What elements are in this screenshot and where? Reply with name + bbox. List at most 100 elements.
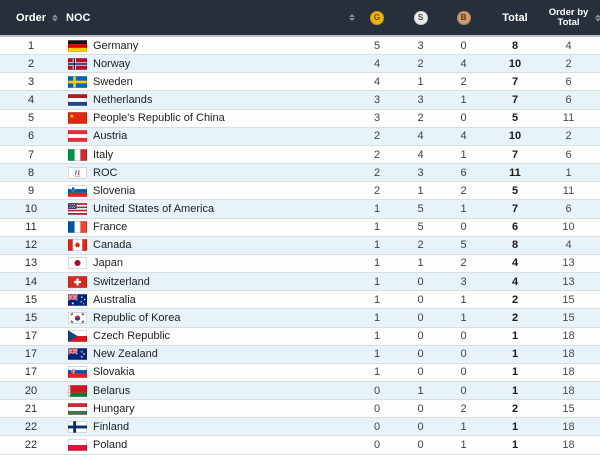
gold-count-cell: 2: [373, 184, 381, 197]
bronze-count-cell: 3: [460, 275, 467, 288]
bronze-count-cell: 1: [460, 420, 467, 433]
silver-count-cell: 1: [417, 75, 424, 88]
order-by-total-cell: 1: [565, 166, 572, 179]
bronze-count-cell: 1: [460, 311, 467, 324]
order-by-total-cell: 18: [562, 348, 575, 361]
table-row[interactable]: 15 Australia 1 0 1 2 15: [0, 291, 600, 310]
table-row[interactable]: 1 Germany 5 3 0 8 4: [0, 37, 600, 56]
rank-cell: 12: [24, 239, 38, 252]
table-row[interactable]: 2 Norway 4 2 4 10 2: [0, 55, 600, 74]
country-flag-icon-cz: [68, 330, 87, 342]
rank-cell: 15: [24, 311, 38, 324]
table-row[interactable]: 7 Italy 2 4 1 7 6: [0, 145, 600, 165]
table-row[interactable]: 17 Czech Republic 1 0 0 1 18: [0, 327, 600, 346]
silver-count-cell: 3: [417, 39, 424, 52]
bronze-count-cell: 2: [460, 257, 467, 270]
gold-count-cell: 3: [373, 94, 381, 107]
rank-cell: 17: [24, 348, 38, 361]
rank-cell: 2: [27, 57, 35, 70]
silver-count-cell: 5: [417, 202, 424, 215]
gold-count-cell: 2: [373, 166, 381, 179]
table-row[interactable]: 22 Finland 0 0 1 1 18: [0, 418, 600, 437]
rank-cell: 22: [24, 439, 38, 452]
order-by-total-cell: 18: [562, 439, 575, 452]
gold-count-cell: 4: [373, 57, 381, 70]
gold-count-cell: 1: [373, 202, 381, 215]
noc-cell: Finland: [62, 418, 355, 435]
bronze-count-cell: 0: [460, 366, 467, 379]
table-row[interactable]: 6 Austria 2 4 4 10 2: [0, 127, 600, 146]
table-row[interactable]: 3 Sweden 4 1 2 7 6: [0, 73, 600, 92]
silver-count-cell: 0: [417, 402, 424, 415]
country-name: United States of America: [93, 202, 215, 215]
country-flag-icon-us: [68, 203, 87, 215]
gold-count-cell: 2: [373, 148, 381, 161]
table-row[interactable]: 22 Poland 0 0 1 1 18: [0, 436, 600, 455]
country-name: Austria: [93, 130, 128, 143]
order-by-total-cell: 18: [562, 384, 575, 397]
col-header-gold[interactable]: G: [355, 0, 399, 35]
gold-count-cell: 1: [373, 348, 381, 361]
col-header-noc[interactable]: NOC: [62, 0, 355, 35]
noc-cell: France: [62, 219, 355, 236]
gold-count-cell: 0: [373, 402, 381, 415]
table-row[interactable]: 17 Slovakia 1 0 0 1 18: [0, 363, 600, 382]
table-row[interactable]: 10 United States of America 1 5 1 7 6: [0, 200, 600, 219]
silver-count-cell: 4: [417, 148, 424, 161]
table-row[interactable]: 8 ROC 2 3 6 11 1: [0, 164, 600, 183]
noc-cell: Slovakia: [62, 364, 355, 381]
table-row[interactable]: 9 Slovenia 2 1 2 5 11: [0, 182, 600, 201]
col-header-order-by-total[interactable]: Order by Total: [545, 0, 600, 35]
gold-count-cell: 1: [373, 257, 381, 270]
total-count-cell: 4: [511, 257, 519, 270]
country-flag-icon-fr: [68, 221, 87, 233]
table-row[interactable]: 13 Japan 1 1 2 4 13: [0, 254, 600, 274]
silver-count-cell: 0: [417, 366, 424, 379]
rank-cell: 4: [27, 94, 35, 107]
bronze-count-cell: 1: [460, 439, 467, 452]
country-flag-icon-no: [68, 58, 87, 70]
country-name: Netherlands: [93, 94, 153, 107]
table-row[interactable]: 11 France 1 5 0 6 10: [0, 218, 600, 237]
noc-cell: Germany: [62, 37, 355, 54]
table-row[interactable]: 4 Netherlands 3 3 1 7 6: [0, 91, 600, 110]
table-row[interactable]: 21 Hungary 0 0 2 2 15: [0, 400, 600, 419]
rank-cell: 21: [24, 402, 38, 415]
total-count-cell: 2: [511, 311, 519, 324]
col-header-total-label: Total: [502, 11, 528, 24]
country-flag-icon-se: [68, 76, 87, 88]
order-by-total-cell: 4: [565, 239, 572, 252]
total-count-cell: 7: [511, 148, 519, 161]
total-count-cell: 1: [511, 348, 519, 361]
total-count-cell: 1: [511, 439, 519, 452]
table-row[interactable]: 14 Switzerland 1 0 3 4 13: [0, 273, 600, 292]
bronze-count-cell: 2: [460, 402, 467, 415]
table-row[interactable]: 15 Republic of Korea 1 0 1 2 15: [0, 309, 600, 328]
col-header-total[interactable]: Total: [485, 0, 545, 35]
gold-count-cell: 1: [373, 239, 381, 252]
col-header-order[interactable]: Order: [0, 0, 62, 35]
col-header-noc-label: NOC: [66, 11, 91, 24]
order-by-total-cell: 6: [565, 202, 572, 215]
country-flag-icon-au: [68, 293, 87, 306]
country-name: Germany: [93, 39, 139, 52]
rank-cell: 17: [24, 330, 38, 343]
rank-cell: 13: [24, 257, 38, 270]
col-header-bronze[interactable]: B: [442, 0, 485, 35]
rank-cell: 17: [24, 366, 38, 379]
country-name: Canada: [93, 239, 132, 252]
gold-count-cell: 1: [373, 275, 381, 288]
table-row[interactable]: 20 Belarus 0 1 0 1 18: [0, 381, 600, 401]
col-header-silver[interactable]: S: [399, 0, 442, 35]
bronze-count-cell: 2: [460, 75, 467, 88]
table-row[interactable]: 12 Canada 1 2 5 8 4: [0, 236, 600, 255]
order-by-total-cell: 15: [562, 311, 575, 324]
total-count-cell: 1: [511, 384, 519, 397]
silver-count-cell: 2: [417, 112, 424, 125]
order-by-total-cell: 13: [562, 257, 575, 270]
table-row[interactable]: 17 New Zealand 1 0 0 1 18: [0, 345, 600, 364]
table-row[interactable]: 5 People's Republic of China 3 2 0 5 11: [0, 109, 600, 128]
country-name: Norway: [93, 57, 131, 70]
silver-count-cell: 1: [417, 184, 424, 197]
gold-count-cell: 3: [373, 112, 381, 125]
